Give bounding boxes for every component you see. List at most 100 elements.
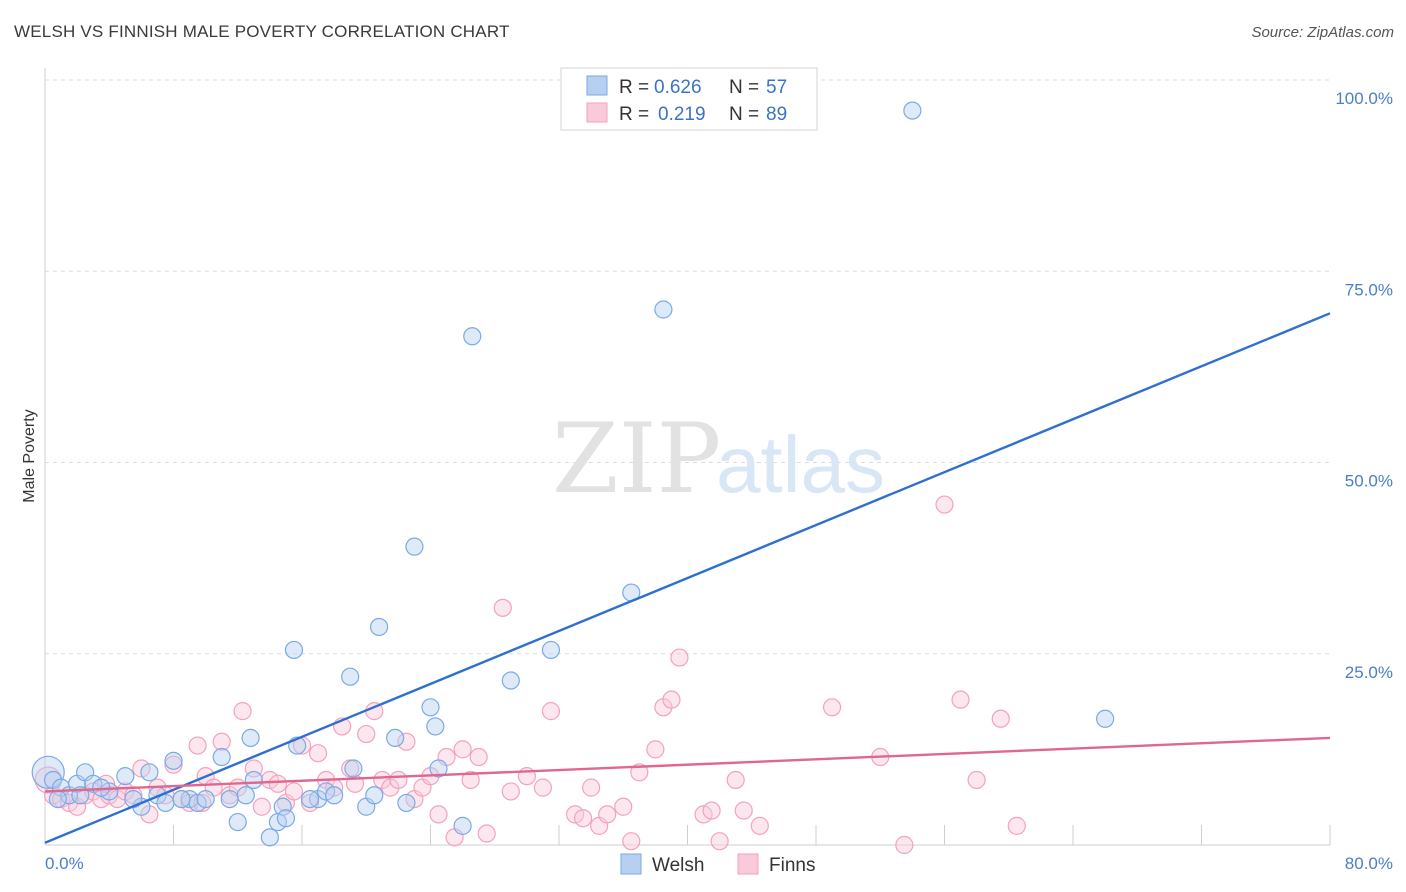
point-finns-77	[734, 801, 753, 820]
point-welsh-52	[92, 778, 111, 797]
correlation-legend: R = 0.626 N = 57 R = 0.219 N = 89	[560, 67, 818, 131]
point-welsh-43	[463, 327, 482, 346]
point-welsh-32	[344, 759, 363, 778]
legend-r-label-finns: R =	[619, 104, 649, 125]
point-finns-44	[389, 770, 408, 790]
bottom-legend-swatch-welsh	[620, 853, 642, 875]
point-finns-63	[582, 778, 601, 797]
point-welsh-41	[429, 759, 448, 778]
point-finns-75	[710, 832, 729, 851]
point-welsh-13	[164, 751, 183, 770]
point-welsh-22	[260, 828, 279, 847]
point-finns-53	[461, 770, 480, 790]
point-welsh-44	[501, 671, 520, 690]
point-finns-22	[212, 732, 231, 751]
data-points	[31, 101, 1115, 855]
point-finns-45	[397, 732, 416, 751]
point-finns-31	[284, 782, 304, 801]
point-finns-56	[493, 598, 512, 617]
y-tick-label-3: 100.0%	[1335, 89, 1393, 108]
point-finns-72	[670, 648, 689, 667]
point-finns-86	[1007, 816, 1026, 835]
point-finns-65	[598, 805, 617, 824]
legend-n-label-finns: N =	[729, 104, 759, 125]
point-welsh-24	[273, 797, 292, 816]
y-axis-label: Male Poverty	[21, 409, 38, 502]
legend-r-label-welsh: R =	[619, 77, 649, 98]
point-finns-19	[188, 736, 207, 755]
point-welsh-36	[386, 728, 405, 748]
point-finns-67	[622, 832, 641, 851]
point-finns-27	[252, 797, 271, 816]
point-finns-16	[164, 755, 183, 774]
point-finns-49	[429, 805, 448, 824]
point-finns-40	[357, 724, 376, 744]
x-tick-label-0: 0.0%	[45, 854, 84, 873]
point-finns-83	[951, 690, 970, 709]
point-welsh-8	[116, 767, 135, 786]
point-welsh-18	[228, 812, 247, 832]
point-welsh-25	[276, 809, 296, 828]
grid-lines	[45, 79, 1330, 655]
point-finns-79	[822, 698, 842, 717]
y-tick-label-1: 50.0%	[1345, 472, 1393, 491]
point-finns-74	[702, 801, 721, 820]
point-welsh-30	[325, 786, 344, 805]
point-welsh-20	[241, 728, 260, 748]
trend-line-finns	[44, 736, 1331, 793]
chart-source: Source: ZipAtlas.com	[1251, 24, 1394, 41]
point-finns-62	[573, 809, 593, 828]
legend-swatch-finns	[586, 102, 608, 123]
y-tick-label-2: 75.0%	[1345, 280, 1393, 299]
point-finns-25	[233, 702, 252, 721]
point-finns-59	[533, 778, 553, 797]
point-finns-82	[935, 495, 954, 514]
point-welsh-10	[140, 763, 159, 782]
point-welsh-16	[196, 789, 215, 809]
point-welsh-55	[220, 789, 239, 809]
point-welsh-21	[244, 770, 263, 790]
legend-swatch-welsh	[586, 75, 608, 96]
bottom-legend-swatch-finns	[737, 853, 759, 875]
point-welsh-45	[541, 640, 561, 660]
point-finns-60	[541, 702, 561, 721]
point-welsh-50	[48, 789, 67, 809]
point-welsh-56	[300, 789, 320, 809]
watermark-atlas: atlas	[716, 420, 885, 509]
point-finns-76	[726, 770, 745, 790]
watermark: ZIP atlas	[552, 403, 885, 515]
legend-n-label-welsh: N =	[729, 77, 759, 98]
point-finns-66	[614, 797, 633, 816]
point-welsh-34	[365, 786, 384, 805]
point-finns-81	[895, 835, 914, 855]
point-finns-54	[469, 747, 488, 767]
x-tick-label-1: 80.0%	[1345, 854, 1393, 873]
point-welsh-37	[397, 793, 416, 813]
point-welsh-40	[426, 717, 445, 736]
axes	[44, 68, 1331, 846]
tick-labels: 25.0% 50.0% 75.0% 100.0% 0.0% 80.0%	[45, 89, 1393, 873]
chart-title: WELSH VS FINNISH MALE POVERTY CORRELATIO…	[14, 22, 510, 41]
point-finns-84	[967, 770, 986, 790]
point-welsh-12	[156, 793, 175, 813]
point-finns-69	[646, 740, 665, 759]
legend-r-value-welsh: 0.626	[654, 77, 702, 98]
point-finns-52	[453, 740, 472, 759]
point-welsh-48	[903, 101, 922, 120]
point-welsh-47	[654, 300, 673, 319]
point-welsh-35	[370, 617, 389, 637]
legend-r-value-finns: 0.219	[658, 104, 706, 125]
point-welsh-39	[421, 698, 440, 717]
point-finns-78	[750, 816, 769, 835]
point-finns-34	[308, 744, 328, 763]
point-finns-29	[268, 774, 288, 793]
point-welsh-26	[284, 640, 304, 660]
watermark-zip: ZIP	[552, 403, 721, 515]
y-tick-label-0: 25.0%	[1345, 663, 1393, 682]
point-welsh-31	[341, 667, 360, 686]
point-finns-55	[477, 824, 496, 843]
bottom-legend-label-finns: Finns	[769, 855, 815, 876]
point-welsh-49	[1096, 709, 1115, 728]
point-welsh-38	[405, 537, 424, 556]
